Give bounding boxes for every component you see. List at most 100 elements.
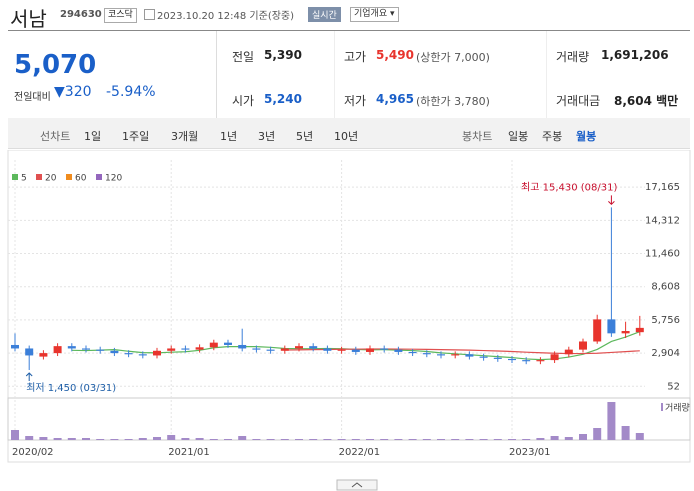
tab[interactable]: 월봉 bbox=[576, 130, 597, 143]
volume-bar bbox=[195, 438, 204, 440]
candle-body bbox=[96, 349, 105, 351]
candle-body bbox=[11, 344, 19, 349]
candle-body bbox=[67, 346, 76, 349]
volume-bar bbox=[224, 439, 232, 440]
legend-swatch bbox=[36, 174, 42, 180]
divider bbox=[334, 31, 335, 118]
volume-bar bbox=[181, 438, 190, 440]
change-value: 320 bbox=[64, 84, 92, 100]
candle-body bbox=[39, 353, 48, 357]
stat-value: 8,604 백만 bbox=[614, 94, 679, 108]
volume-bar bbox=[621, 426, 630, 440]
tab[interactable]: 5년 bbox=[296, 130, 314, 143]
x-tick-label: 2021/01 bbox=[168, 447, 210, 458]
candle-body bbox=[138, 354, 147, 356]
candle-body bbox=[493, 357, 502, 359]
volume-bar bbox=[465, 439, 474, 440]
legend-swatch bbox=[12, 174, 18, 180]
candle-body bbox=[564, 349, 573, 355]
candle-body bbox=[167, 348, 176, 351]
volume-bar bbox=[110, 439, 119, 440]
candle-body bbox=[579, 341, 587, 350]
time: 2023.10.20 12:48 기준(장중) bbox=[157, 11, 295, 22]
volume-bar bbox=[167, 435, 176, 440]
stat-value: 5,390 bbox=[264, 48, 302, 62]
candle-body bbox=[380, 348, 389, 350]
volume-bar bbox=[593, 428, 602, 440]
volume-bar bbox=[422, 439, 431, 440]
tab[interactable]: 10년 bbox=[334, 130, 359, 143]
candle-body bbox=[209, 342, 218, 348]
realtime-button[interactable]: 실시간 bbox=[308, 7, 341, 22]
candle-body bbox=[550, 354, 559, 361]
candle-body bbox=[465, 354, 474, 357]
volume-bar bbox=[238, 436, 247, 440]
stat-label: 거래대금 bbox=[556, 94, 601, 108]
x-tick-label: 2020/02 bbox=[12, 447, 54, 458]
legend-label: 20 bbox=[45, 174, 57, 184]
candle-body bbox=[366, 348, 374, 352]
tab-label: 봉차트 bbox=[462, 130, 493, 143]
volume-bar bbox=[53, 438, 62, 440]
candle-body bbox=[224, 342, 232, 345]
candle-body bbox=[437, 354, 445, 356]
volume-swatch bbox=[661, 403, 663, 411]
candle-body bbox=[280, 348, 289, 351]
divider bbox=[546, 31, 547, 118]
calendar-icon bbox=[144, 9, 155, 20]
volume-bar bbox=[408, 439, 417, 440]
volume-bar bbox=[82, 438, 90, 440]
legend-label: 5 bbox=[21, 174, 27, 184]
volume-panel bbox=[7, 397, 691, 441]
volume-bar bbox=[337, 439, 346, 440]
handle-chevron bbox=[351, 482, 363, 488]
candle-body bbox=[295, 346, 303, 349]
volume-bar bbox=[579, 434, 587, 440]
annotation: 최고 15,430 (08/31) bbox=[521, 181, 617, 193]
volume-bar bbox=[451, 439, 460, 440]
candle-body bbox=[252, 348, 261, 350]
volume-bar bbox=[96, 439, 105, 440]
volume-bar bbox=[536, 438, 545, 440]
y-tick-label: 52 bbox=[667, 381, 680, 392]
tab[interactable]: 1주일 bbox=[122, 130, 150, 143]
candle-body bbox=[536, 360, 545, 362]
y-tick-label: 14,312 bbox=[645, 215, 680, 226]
volume-bar bbox=[25, 436, 34, 440]
stat-value: 5,240 bbox=[264, 92, 302, 106]
x-tick-label: 2023/01 bbox=[509, 447, 551, 458]
volume-bar bbox=[67, 438, 76, 440]
volume-bar bbox=[564, 437, 573, 440]
tab[interactable]: 일봉 bbox=[508, 130, 529, 143]
stock-code: 294630 bbox=[60, 9, 102, 20]
candle-body bbox=[635, 327, 644, 333]
stat-note: (하한가 3,780) bbox=[416, 95, 490, 108]
volume-bar bbox=[209, 439, 218, 440]
tab[interactable]: 1년 bbox=[220, 130, 238, 143]
volume-bar bbox=[550, 436, 559, 440]
tab[interactable]: 1일 bbox=[84, 130, 102, 143]
candle-body bbox=[593, 319, 602, 342]
divider bbox=[216, 31, 217, 118]
candle-body bbox=[153, 350, 161, 356]
tab-bar bbox=[8, 118, 690, 149]
chart: 17,165 14,312 11,460 8,608 5,756 2,904 52 2020/… bbox=[7, 150, 691, 491]
candle-body bbox=[351, 349, 360, 352]
y-tick-label: 5,756 bbox=[651, 315, 680, 326]
volume-label: 거래량 bbox=[665, 402, 690, 414]
tab[interactable]: 주봉 bbox=[542, 130, 563, 143]
volume-bar bbox=[295, 439, 303, 440]
volume-bar bbox=[366, 439, 374, 440]
volume-bar bbox=[508, 439, 516, 440]
candle-body bbox=[408, 351, 417, 354]
y-tick-label: 17,165 bbox=[645, 182, 680, 193]
stat-label: 고가 bbox=[344, 50, 367, 64]
tab[interactable]: 3개월 bbox=[171, 130, 199, 143]
tab[interactable]: 3년 bbox=[258, 130, 276, 143]
x-tick-label: 2022/01 bbox=[339, 447, 381, 458]
candle-body bbox=[53, 346, 62, 354]
company-info-button[interactable]: 기업개요 ▾ bbox=[350, 7, 399, 22]
stock-name: 서남 bbox=[10, 7, 47, 31]
legend-label: 120 bbox=[105, 174, 122, 184]
volume-bar bbox=[522, 439, 531, 440]
